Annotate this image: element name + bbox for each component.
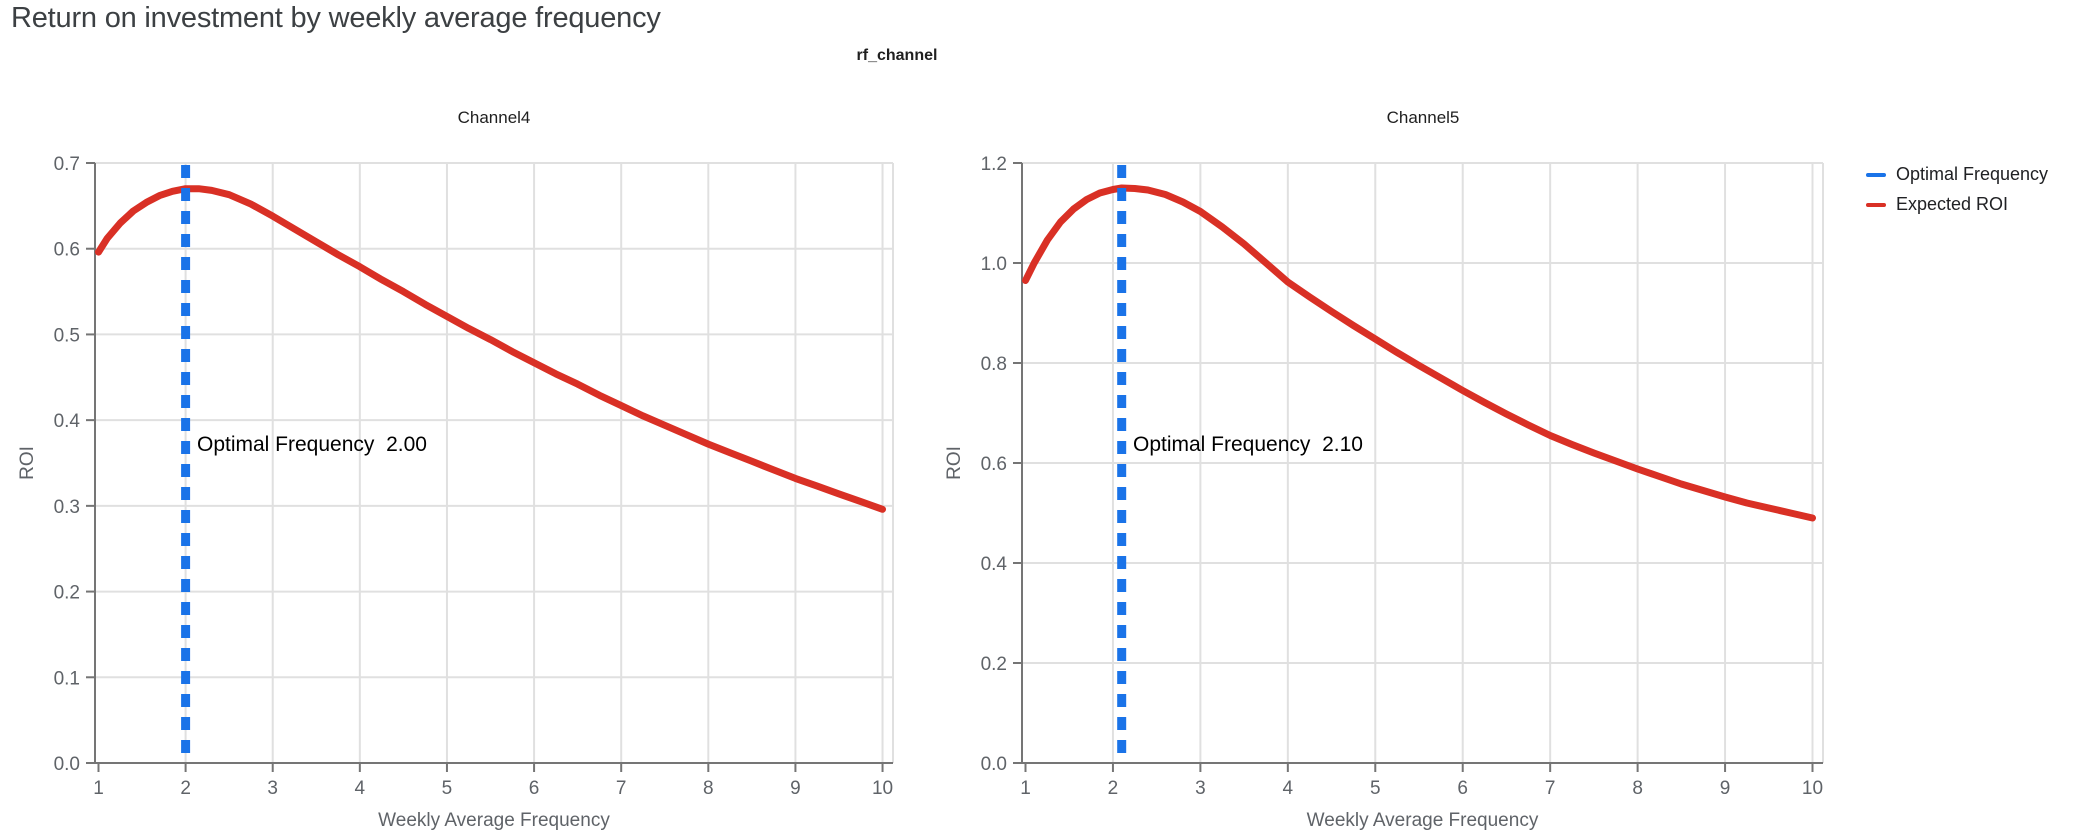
roi-chart-channel4: 0.0 0.1 0.2 0.3 0.4 0.5 0.6 0.7 1 2 3 4 5 6 7 8 9 10 Weekl… (17, 154, 894, 831)
chart-title-channel4: Channel4 (457, 108, 531, 127)
legend-label-expected-roi: Expected ROI (1896, 194, 2009, 214)
y-tick-label: 0.2 (54, 583, 80, 604)
x-tick-label: 4 (355, 778, 366, 799)
y-tick-label: 0.4 (981, 554, 1008, 575)
x-axis-label: Weekly Average Frequency (378, 810, 610, 831)
y-tick-label: 0.8 (981, 354, 1007, 375)
y-tick-label: 0.7 (54, 154, 80, 175)
y-tick-label: 0.6 (54, 240, 80, 261)
x-tick-label: 9 (1720, 778, 1731, 799)
expected-roi-curve (95, 185, 886, 513)
x-tick-label: 6 (1457, 778, 1468, 799)
page-title: Return on investment by weekly average f… (11, 2, 661, 34)
chart-title-channel5: Channel5 (1386, 108, 1460, 127)
y-tick-label: 0.0 (981, 754, 1007, 775)
roi-chart-channel5: 0.0 0.2 0.4 0.6 0.8 1.0 1.2 1 2 3 4 5 6 7 8 9 10 Weekly A… (944, 154, 1824, 831)
x-tick-label: 7 (616, 778, 627, 799)
optimal-frequency-annotation-channel4: Optimal Frequency 2.00 (197, 433, 427, 456)
y-tick-label: 0.1 (54, 668, 80, 689)
y-tick-label: 0.3 (54, 497, 80, 518)
y-tick-label: 0.0 (54, 754, 80, 775)
y-axis-label: ROI (944, 446, 965, 480)
legend-label-optimal-frequency: Optimal Frequency (1896, 164, 2049, 184)
y-axis-label: ROI (17, 446, 38, 480)
optimal-frequency-annotation-channel5: Optimal Frequency 2.10 (1133, 433, 1363, 456)
y-tick-label: 0.2 (981, 654, 1007, 675)
x-tick-label: 2 (1108, 778, 1119, 799)
x-tick-label: 1 (1020, 778, 1031, 799)
y-tick-label: 1.2 (981, 154, 1007, 175)
legend-swatch-expected-roi (1866, 202, 1886, 207)
legend-item-optimal-frequency: Optimal Frequency (1866, 164, 2048, 185)
x-tick-label: 1 (93, 778, 104, 799)
x-tick-label: 3 (1195, 778, 1206, 799)
facet-title: rf_channel (856, 47, 938, 64)
x-tick-label: 8 (703, 778, 714, 799)
y-tick-label: 0.4 (54, 411, 81, 432)
x-tick-label: 7 (1545, 778, 1556, 799)
y-tick-label: 1.0 (981, 254, 1007, 275)
x-tick-label: 5 (442, 778, 453, 799)
x-tick-label: 4 (1283, 778, 1294, 799)
x-tick-label: 3 (267, 778, 278, 799)
x-tick-label: 8 (1632, 778, 1643, 799)
legend-swatch-optimal-frequency (1866, 172, 1886, 177)
y-tick-label: 0.6 (981, 454, 1007, 475)
x-tick-label: 6 (529, 778, 540, 799)
x-axis-label: Weekly Average Frequency (1307, 810, 1539, 831)
expected-roi-curve (1022, 184, 1816, 522)
legend: Optimal Frequency Expected ROI (1866, 164, 2048, 224)
y-tick-label: 0.5 (54, 325, 80, 346)
x-tick-label: 2 (180, 778, 191, 799)
x-tick-label: 9 (790, 778, 801, 799)
legend-item-expected-roi: Expected ROI (1866, 194, 2048, 215)
x-tick-label: 5 (1370, 778, 1381, 799)
x-tick-label: 10 (1802, 778, 1823, 799)
x-tick-label: 10 (872, 778, 893, 799)
